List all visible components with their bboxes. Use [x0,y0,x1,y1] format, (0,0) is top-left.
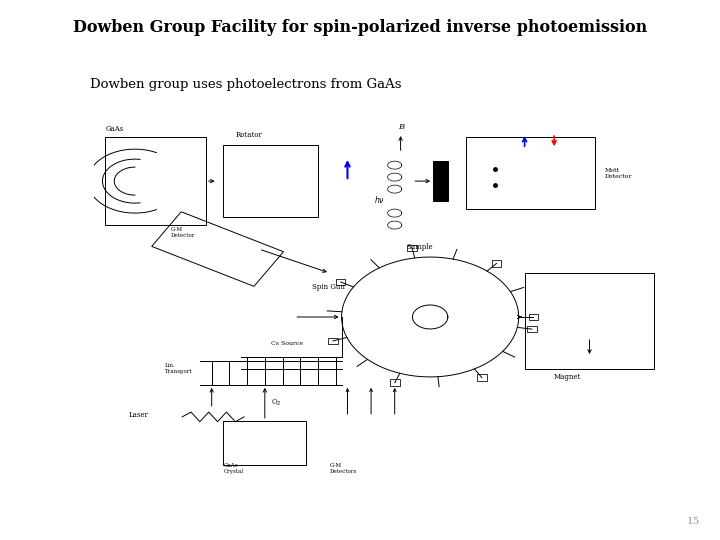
Bar [433,161,448,201]
Text: G-M
Detector: G-M Detector [171,227,194,238]
Text: Lin.
Transport: Lin. Transport [164,363,192,374]
Bar [466,137,595,209]
Text: Magnet: Magnet [554,373,581,381]
Bar [492,260,501,267]
Text: $h\nu$: $h\nu$ [374,194,385,205]
Text: Sample: Sample [407,243,433,251]
Bar [390,380,400,386]
Text: Mott
Detector: Mott Detector [604,168,631,179]
Bar [525,273,654,369]
Bar [223,421,306,465]
Bar [408,245,417,251]
Bar [223,145,318,217]
Text: G-M
Detectors: G-M Detectors [330,463,357,474]
Bar [328,338,338,344]
Text: Laser: Laser [129,411,149,419]
Text: Spin Gun: Spin Gun [312,283,345,291]
Text: GaAs: GaAs [105,125,124,133]
Bar [105,137,206,225]
Bar [528,314,538,320]
Text: Dowben group uses photoelectrons from GaAs: Dowben group uses photoelectrons from Ga… [90,78,402,91]
Text: Rotator: Rotator [235,131,262,139]
Bar [527,326,536,332]
Text: Cs Source: Cs Source [271,341,302,346]
Text: O$_2$: O$_2$ [271,398,282,408]
Bar [336,279,346,285]
Text: B: B [397,123,404,131]
Bar [477,374,487,381]
Text: 15: 15 [687,517,700,526]
Text: GaAs
Crystal: GaAs Crystal [223,463,243,474]
Text: Dowben Group Facility for spin-polarized inverse photoemission: Dowben Group Facility for spin-polarized… [73,19,647,36]
